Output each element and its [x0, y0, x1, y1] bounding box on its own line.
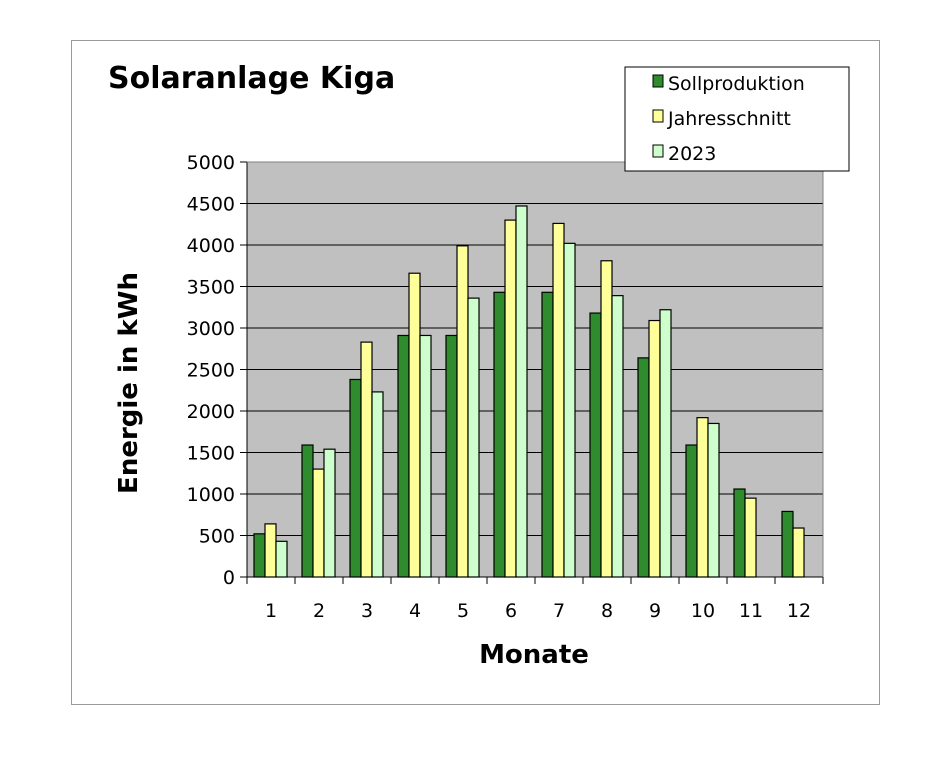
y-tick-label: 1500	[187, 443, 235, 465]
legend-swatch-jahresschnitt	[652, 109, 664, 123]
bar-sollproduktion-9	[637, 357, 650, 578]
bar-jahresschnitt-6	[504, 219, 517, 578]
bar-sollproduktion-11	[733, 488, 746, 578]
bar-sollproduktion-8	[589, 312, 602, 578]
bar-jahresschnitt-10	[696, 417, 709, 578]
y-tick-label: 3500	[187, 277, 235, 299]
bar-2023-7	[563, 242, 576, 578]
y-tick-label: 0	[223, 567, 235, 589]
x-tick-labels: 1 2 3 4 5 6 7 8 9 10 11 12	[265, 600, 811, 622]
bar-jahresschnitt-1	[264, 523, 277, 578]
legend-swatch-2023	[652, 144, 664, 158]
x-axis-title: Monate	[479, 640, 589, 670]
x-tick-label: 9	[649, 600, 661, 622]
bar-2023-10	[707, 422, 720, 578]
legend-label-2023: 2023	[668, 143, 716, 165]
y-tick-label: 4500	[187, 194, 235, 216]
bar-2023-5	[467, 297, 480, 578]
bar-sollproduktion-12	[781, 510, 794, 578]
bar-jahresschnitt-7	[552, 222, 565, 578]
y-tick-label: 2500	[187, 360, 235, 382]
bar-jahresschnitt-5	[456, 245, 469, 578]
bar-2023-1	[275, 540, 288, 578]
y-tick-label: 1000	[187, 484, 235, 506]
bar-sollproduktion-3	[349, 378, 362, 578]
bar-jahresschnitt-4	[408, 272, 421, 578]
x-tick-label: 12	[787, 600, 811, 622]
bar-2023-3	[371, 391, 384, 578]
bar-sollproduktion-10	[685, 444, 698, 578]
bar-jahresschnitt-3	[360, 341, 373, 578]
x-tick-label: 3	[361, 600, 373, 622]
x-tick-label: 8	[601, 600, 613, 622]
bar-sollproduktion-4	[397, 334, 410, 578]
y-tick-labels: 0 500 1000 1500 2000 2500 3000 3500 4000 4500 5000	[187, 152, 235, 589]
bar-sollproduktion-7	[541, 291, 554, 578]
bar-sollproduktion-2	[301, 444, 314, 578]
x-tick-label: 10	[691, 600, 715, 622]
bar-jahresschnitt-9	[648, 319, 661, 578]
x-tick-label: 5	[457, 600, 469, 622]
bar-2023-8	[611, 295, 624, 578]
bar-2023-2	[323, 448, 336, 578]
x-tick-label: 1	[265, 600, 277, 622]
legend: Sollproduktion Jahresschnitt 2023	[624, 66, 850, 172]
bar-jahresschnitt-11	[744, 497, 757, 578]
bar-sollproduktion-5	[445, 334, 458, 578]
x-tick-label: 4	[409, 600, 421, 622]
bar-sollproduktion-6	[493, 291, 506, 578]
legend-label-sollproduktion: Sollproduktion	[668, 73, 805, 95]
bar-2023-9	[659, 309, 672, 578]
x-tick-label: 2	[313, 600, 325, 622]
y-tick-label: 500	[199, 526, 235, 548]
bar-2023-4	[419, 334, 432, 578]
y-tick-label: 3000	[187, 318, 235, 340]
y-axis-title: Energie in kWh	[114, 272, 144, 494]
bars	[253, 205, 805, 578]
y-tick-label: 5000	[187, 152, 235, 174]
bar-jahresschnitt-8	[600, 260, 613, 578]
x-tick-label: 6	[505, 600, 517, 622]
legend-swatch-sollproduktion	[652, 74, 664, 88]
chart-title: Solaranlage Kiga	[108, 61, 395, 96]
bar-jahresschnitt-2	[312, 468, 325, 578]
legend-label-jahresschnitt: Jahresschnitt	[667, 108, 791, 130]
bar-2023-6	[515, 205, 528, 578]
x-tick-label: 11	[739, 600, 763, 622]
x-tick-label: 7	[553, 600, 565, 622]
y-tick-label: 2000	[187, 401, 235, 423]
bar-sollproduktion-1	[253, 533, 266, 578]
y-tick-label: 4000	[187, 235, 235, 257]
bar-jahresschnitt-12	[792, 527, 805, 578]
